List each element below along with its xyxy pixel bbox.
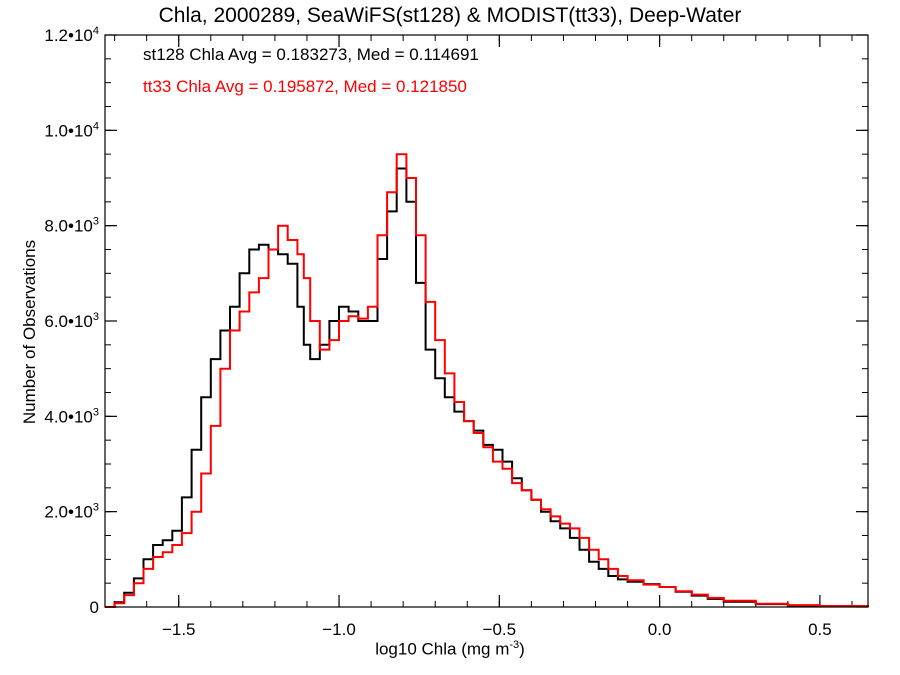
series-tt33-line	[105, 153, 869, 608]
x-tick-label: −1.0	[322, 620, 356, 639]
y-tick-label: 1.2•104	[44, 25, 99, 45]
x-tick-label: 0.5	[808, 620, 832, 639]
plot-frame	[104, 34, 869, 608]
x-axis-label-main: log10 Chla (mg m	[375, 639, 510, 659]
x-axis-label-close: )	[519, 639, 525, 659]
x-axis-label: log10 Chla (mg m-3)	[0, 639, 900, 660]
x-tick-label: −0.5	[483, 620, 517, 639]
annotation-tt33: tt33 Chla Avg = 0.195872, Med = 0.121850	[143, 77, 467, 96]
y-tick-label: 2.0•103	[44, 502, 99, 522]
series-layer	[105, 153, 869, 608]
x-tick-label: −1.5	[162, 620, 196, 639]
chart-title: Chla, 2000289, SeaWiFS(st128) & MODIST(t…	[158, 4, 742, 27]
x-axis-label-exponent: -3	[509, 639, 520, 651]
y-tick-label: 1.0•104	[44, 120, 99, 140]
y-axis-label: Number of Observations	[20, 239, 39, 425]
y-tick-label: 4.0•103	[44, 406, 99, 426]
series-st128-line	[105, 167, 869, 608]
x-tick-label: 0.0	[648, 620, 672, 639]
axes: −1.5 −1.0 −0.5 0.0 0.5 0 2.0•103 4.0•103 6.0•103…	[44, 25, 868, 639]
y-tick-label: 0	[90, 598, 99, 617]
y-tick-label: 8.0•103	[44, 216, 99, 236]
y-tick-label: 6.0•103	[44, 311, 99, 331]
annotation-st128: st128 Chla Avg = 0.183273, Med = 0.11469…	[143, 45, 479, 64]
